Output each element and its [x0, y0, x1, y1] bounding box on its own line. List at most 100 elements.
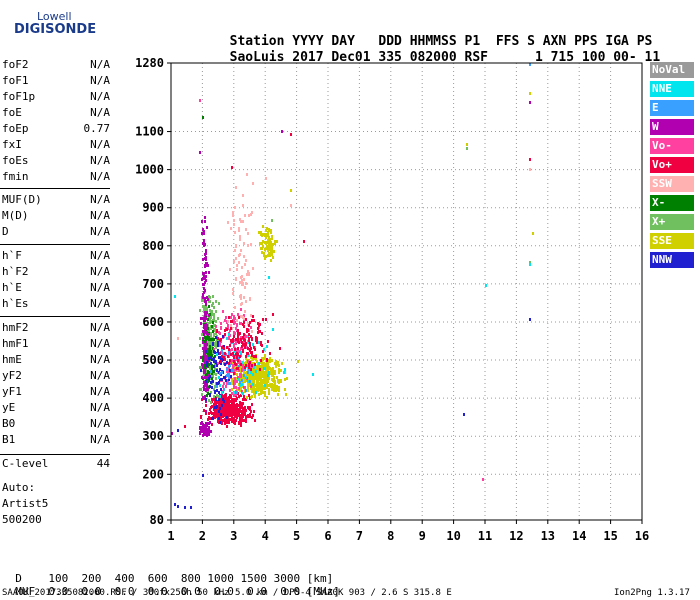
param-row-fof1: foF1 N/A: [2, 74, 110, 90]
data-point-sse: [274, 388, 276, 391]
data-point-sse: [274, 372, 276, 375]
data-point-ssw: [235, 245, 237, 248]
data-point-vo: [249, 349, 251, 352]
data-point-vo: [217, 408, 219, 411]
auto-label: Auto:: [2, 481, 36, 494]
data-point-x: [201, 333, 203, 336]
data-point-vo: [249, 344, 251, 347]
data-point-sse: [266, 396, 268, 399]
data-point-ssw: [244, 310, 246, 313]
data-point-x: [214, 363, 216, 366]
data-point-w: [204, 352, 206, 355]
data-point-nnw: [205, 350, 207, 353]
data-point-ssw: [249, 298, 251, 301]
x-tick-label: 8: [387, 529, 394, 543]
data-point-ssw: [235, 278, 237, 281]
data-point-nne: [240, 351, 242, 354]
data-point-vo: [227, 324, 229, 327]
data-point-vo: [200, 415, 202, 418]
param-name: foEs: [2, 154, 29, 167]
data-point-x: [213, 316, 215, 319]
data-point-vo: [229, 359, 231, 362]
data-point-vo: [243, 325, 245, 328]
data-point-vo: [233, 372, 235, 375]
data-point-vo: [232, 417, 234, 420]
data-point-x: [210, 327, 212, 330]
data-point-vo: [211, 405, 213, 408]
data-point-vo: [252, 315, 254, 318]
data-point-nne: [284, 368, 286, 371]
data-point-vo: [246, 330, 248, 333]
data-point-sse: [258, 231, 260, 234]
data-point-vo: [223, 396, 225, 399]
data-point-vo: [244, 406, 246, 409]
y-tick-label: 500: [142, 353, 164, 367]
data-point-vo: [251, 319, 253, 322]
data-point-nnw: [212, 417, 214, 420]
data-point-sse: [262, 391, 264, 394]
data-point-ssw: [244, 286, 246, 289]
data-point-vo: [235, 386, 237, 389]
x-tick-label: 7: [356, 529, 363, 543]
data-point-nne: [250, 371, 252, 374]
x-tick-label: 6: [324, 529, 331, 543]
data-point-sse: [243, 376, 245, 379]
param-name: foF1: [2, 74, 29, 87]
muf-value: 0.0: [280, 585, 301, 598]
data-point-vo: [216, 412, 218, 415]
y-tick-label: 900: [142, 201, 164, 215]
data-point-nnw: [215, 336, 217, 339]
data-point-e: [249, 380, 251, 383]
data-point-w: [208, 433, 210, 436]
data-point-x: [209, 319, 211, 322]
data-point-ssw: [245, 259, 247, 262]
data-point-sse: [273, 377, 275, 380]
data-point-x: [211, 372, 213, 375]
data-point-nnw: [222, 335, 224, 338]
param-row-ye: yE N/A: [2, 401, 110, 417]
data-point-vo: [260, 341, 262, 344]
data-point-sse: [278, 386, 280, 389]
data-point-sse: [272, 256, 274, 259]
data-point-vo: [240, 424, 242, 427]
data-point-sse: [267, 254, 269, 257]
data-point-w: [201, 220, 203, 223]
data-point-sse: [232, 362, 234, 365]
param-name: B0: [2, 417, 16, 430]
data-point-sse: [260, 247, 262, 250]
x-tick-label: 11: [478, 529, 492, 543]
data-point-vo: [216, 400, 218, 403]
data-point-x: [209, 345, 211, 348]
param-name: fmin: [2, 170, 29, 183]
param-name: h`Es: [2, 297, 29, 310]
data-point-nnw: [215, 398, 217, 401]
data-point-x: [202, 305, 204, 308]
data-point-sse: [268, 392, 270, 395]
data-point-vo: [250, 368, 252, 371]
data-point-nne: [219, 395, 221, 398]
data-point-w: [200, 356, 202, 359]
data-point-w: [204, 383, 206, 386]
data-point-vo: [208, 412, 210, 415]
hdr-label: P1: [464, 34, 481, 49]
data-point-sse: [245, 357, 247, 360]
data-point-vo: [237, 329, 239, 332]
data-point-w: [202, 341, 204, 344]
data-point-nne: [247, 335, 249, 338]
data-point-vo: [227, 405, 229, 408]
data-point-vo: [244, 413, 246, 416]
data-point-sse: [269, 254, 271, 257]
data-point-x: [199, 309, 201, 312]
data-point-w: [205, 271, 207, 274]
data-point-sse: [264, 373, 266, 376]
hdr-value: 00-: [613, 50, 637, 65]
param-row-foep: foEp 0.77: [2, 122, 110, 138]
data-point-vo: [234, 317, 236, 320]
data-point-w: [204, 331, 206, 334]
data-point-vo: [234, 348, 236, 351]
data-point-w: [205, 376, 207, 379]
data-point-nnw: [208, 357, 210, 360]
data-point-vo: [228, 316, 230, 319]
data-point-sse: [266, 384, 268, 387]
data-point-e: [228, 373, 230, 376]
